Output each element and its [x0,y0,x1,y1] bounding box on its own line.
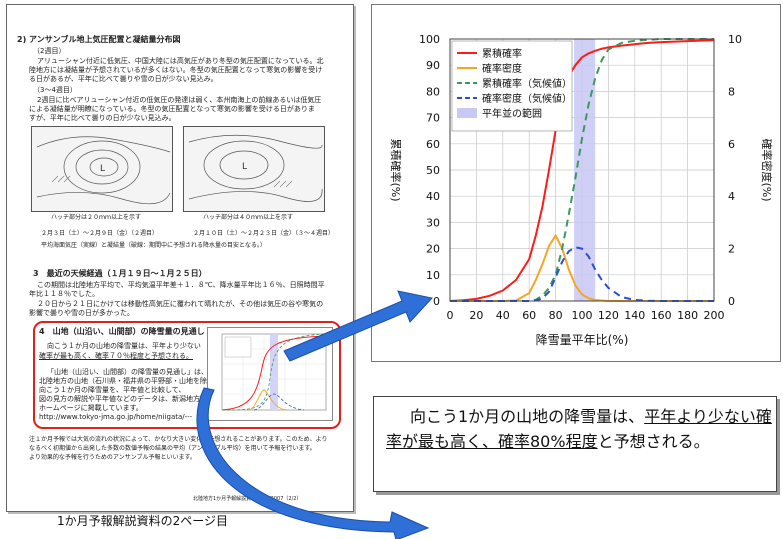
legend-label: 平年並の範囲 [482,107,542,120]
y-tick-label-right: 6 [728,138,735,151]
x-tick-label: 100 [572,309,593,322]
section4-line: 確率が最も高く、確率７０％程度と予想される。 [39,352,193,360]
y-tick-label-left: 0 [433,295,440,308]
y-tick-label-left: 60 [426,138,440,151]
x-tick-label: 80 [549,309,563,322]
map-caption: 平均海面気圧（実線）と凝結量（破線：期間中に予想される降水量の目安となる。） [41,242,266,249]
arrow-to-chart [283,290,433,362]
legend-label: 確率密度（気候値） [482,92,572,105]
week2-line: アリューシャン付近に低気圧、中国大陸には高気圧があり冬型の気圧配置になっている。… [37,57,324,65]
week34-line: 2週目に比べアリューシャン付近の低気圧の発達は弱く、本州南海上の前線あるいは低気… [37,96,322,104]
x-tick-label: 40 [496,309,510,322]
section3-line: 影響で曇りや雪の日が多かった。 [29,309,134,317]
y-tick-label-left: 30 [426,216,440,229]
week2-line: 陸地方には凝結量が予想されているが多くはない。冬型の気圧配置となって寒気の影響を… [29,66,323,74]
section3-line: 年比１１８％でした。 [29,290,99,298]
y-axis-label-left: 累積確率(%) [389,138,403,201]
week34-label: （3～4週目） [33,86,77,94]
legend-label: 確率密度 [482,62,522,75]
week2-label: （2週目） [33,47,66,55]
section4-note: ホームページに掲載しています。 [39,404,143,412]
week2-line: る日があるが、平年に比べて曇りや雪の日が少ない見込み。 [29,75,218,83]
x-tick-label: 200 [704,309,725,322]
x-tick-label: 0 [447,309,454,322]
map-legend-left: ハッチ部分は２０ｍｍ以上を示す [51,214,142,221]
footnote-line: より効果的な予報を行うためのアンサンブル予報といいます。 [29,454,196,461]
y-tick-label-right: 4 [728,190,735,203]
section3-line: この期間は北陸地方平均で、平均気温平年差＋１．８℃、降水量平年比１６％、日照時間… [37,281,325,289]
section3-heading: 3 最近の天候経過（１月１９日～１月２５日） [33,269,207,278]
section4-note: 「山地（山沿い、山間部）の降雪量の見通し」は、 [47,368,208,376]
y-tick-label-left: 80 [426,85,440,98]
y-tick-label-left: 20 [426,243,440,256]
y-tick-label-left: 10 [426,269,440,282]
series-line [449,39,715,302]
y-tick-label-left: 40 [426,190,440,203]
x-tick-label: 60 [522,309,536,322]
x-axis-label: 降雪量平年比(%) [536,333,629,347]
x-tick-label: 160 [651,309,672,322]
legend-label: 累積確率 [482,47,522,60]
y-tick-label-left: 100 [419,33,440,46]
callout-text-underlined: 平年より少ない確率が最も高く、確率80%程度 [386,407,772,451]
map-contours: L [36,136,171,205]
normal-range-band [574,39,596,301]
page-footer: 北陸地方1か月予報解説資料 10/5/2007（2/2） [193,496,302,502]
callout-text-plain: 向こう1か月の山地の降雪量は、 [410,407,645,426]
section4-note: 北陸地方の山地（石川県・福井県の平野部・山地を除く）の [39,377,228,385]
y-tick-label-left: 70 [426,112,440,125]
week34-line: すが、平年に比べて曇りの日が少ない見込み。 [29,114,176,122]
section3-line: ２０日から２１日にかけては移動性高気圧に覆われて晴れたが、その他は気圧の谷や寒気… [37,300,324,308]
section2-heading: 2) アンサンブル地上気圧配置と凝結量分布図 [17,35,181,44]
y-tick-label-left: 90 [426,59,440,72]
y-tick-label-right: 10 [728,33,742,46]
x-tick-label: 180 [677,309,698,322]
highlight-box [33,321,341,429]
y-axis-label-right: 確率密度(%) [760,138,774,201]
probability-chart: 0 20 40 60 80 100 120 140 160 180 2000102030405060… [389,33,774,347]
svg-text:L: L [242,162,247,172]
section4-note: 向こう１か月の降雪量を、平年値と比較して、 [39,386,186,394]
pressure-map-week2: L [31,126,173,212]
page-caption: 1か月予報解説資料の2ページ目 [57,514,229,528]
callout-text: 向こう1か月の山地の降雪量は、平年より少ない確率が最も高く、確率80%程度と予想… [386,404,774,454]
document-page: 2) アンサンブル地上気圧配置と凝結量分布図 （2週目） アリューシャン付近に低… [6,4,354,512]
plot-frame [449,38,715,302]
week34-line: による凝結量が明瞭になっている。冬型の気圧配置となって寒気の影響を受ける日があり… [29,105,315,113]
section4-heading: 4 山地（山沿い、山間部）の降雪量の見通し [39,327,205,336]
x-tick-label: 120 [598,309,619,322]
x-tick-label: 140 [624,309,645,322]
section4-line: 向こう１か月の山地の降雪量は、平年より少ない [47,342,201,350]
section4-url: http://www.tokyo-jma.go.jp/home/niigata/… [39,413,193,421]
map-legend-right: ハッチ部分は４０ｍｍ以上を示す [203,214,294,221]
pressure-map-week34: L [183,126,325,212]
y-tick-label-right: 8 [728,85,735,98]
section4-note: 図の見方の解説や平年値などのデータは、新潟地方気象台の [39,395,228,403]
legend-label: 累積確率（気候値） [482,77,572,90]
x-tick-label: 20 [469,309,483,322]
map-date-right: ２月１０日（土）～２月２３日（金）（３～４週目） [193,230,335,237]
y-tick-label-right: 0 [728,295,735,308]
y-tick-label-left: 50 [426,164,440,177]
legend-swatch [457,108,477,118]
map-contours: L [188,134,323,202]
arrow-to-callout [196,387,430,539]
chart-panel: 0 20 40 60 80 100 120 140 160 180 200 0 10 20 30 40 50 60… [371,4,781,362]
mini-chart [221,333,327,411]
footnote-line: 注１か月予報では大気の流れの状況によって、かなり大きい変化が予想されることがあり… [29,436,328,443]
map-date-left: ２月３日（土）～２月９日（金）（２週目） [41,230,159,237]
svg-text:L: L [100,164,105,174]
callout-text-tail: と予想される。 [597,432,710,451]
summary-callout: 向こう1か月の山地の降雪量は、平年より少ない確率が最も高く、確率80%程度と予想… [373,396,777,492]
y-tick-label-right: 2 [728,243,735,256]
footnote-line: なるべく初期値から出発した多数の数値予報の結果の平均（アンサンブル平均）を用いて… [29,445,316,452]
